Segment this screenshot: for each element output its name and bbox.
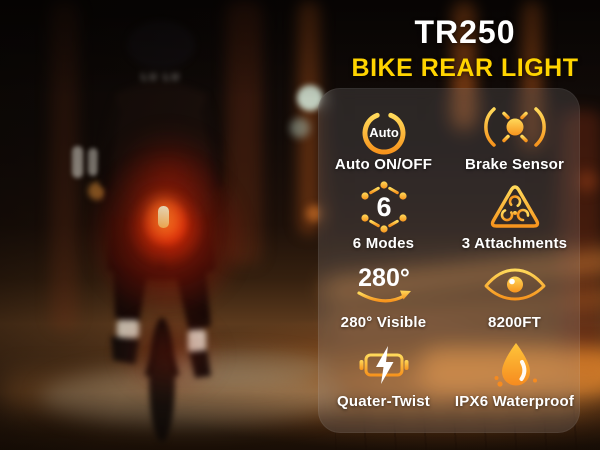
title-block: TR250 BIKE REAR LIGHT xyxy=(330,14,600,83)
jersey-text: LU LU xyxy=(141,72,180,83)
feature-label: Quater-Twist xyxy=(337,393,430,410)
bokeh-light xyxy=(290,118,310,138)
product-name: BIKE REAR LIGHT xyxy=(351,54,579,82)
feature-label: Brake Sensor xyxy=(464,156,565,173)
feature-brake-sensor: Brake Sensor xyxy=(449,100,580,179)
feature-label: 280° Visible xyxy=(340,314,427,331)
feature-label: 6 Modes xyxy=(352,235,415,252)
feature-label: Auto ON/OFF xyxy=(334,156,433,173)
product-model: TR250 xyxy=(414,14,516,50)
auto-label: Auto xyxy=(369,125,399,140)
red-glow-ground xyxy=(90,288,250,420)
power-auto-icon: Auto xyxy=(358,100,410,156)
feature-quarter-twist: Quater-Twist xyxy=(318,337,449,416)
battery-bolt-icon xyxy=(353,337,415,393)
feature-attachments: 3 Attachments xyxy=(449,179,580,258)
brake-sensor-sun-icon xyxy=(483,100,547,156)
feature-waterproof: IPX6 Waterproof xyxy=(449,337,580,416)
feature-label: 3 Attachments xyxy=(461,235,568,252)
features-grid: Auto Auto ON/OFF xyxy=(318,100,580,420)
water-drop-icon xyxy=(487,337,543,393)
eye-icon xyxy=(483,258,547,314)
feature-auto-on-off: Auto Auto ON/OFF xyxy=(318,100,449,179)
helmet xyxy=(127,21,195,69)
angle-value: 280° xyxy=(358,264,410,292)
feature-visibility-distance: 8200FT xyxy=(449,258,580,337)
feature-label: 8200FT xyxy=(488,314,541,331)
feature-label: IPX6 Waterproof xyxy=(454,393,575,410)
attachments-triangle-icon xyxy=(487,179,543,235)
feature-visible-angle: 280° 280° Visible xyxy=(318,258,449,337)
rotation-angle-icon: 280° xyxy=(347,258,421,314)
modes-count: 6 xyxy=(376,192,391,222)
feature-six-modes: 6 6 Modes xyxy=(318,179,449,258)
hexagon-modes-icon: 6 xyxy=(357,179,411,235)
rear-light-core xyxy=(158,206,169,228)
